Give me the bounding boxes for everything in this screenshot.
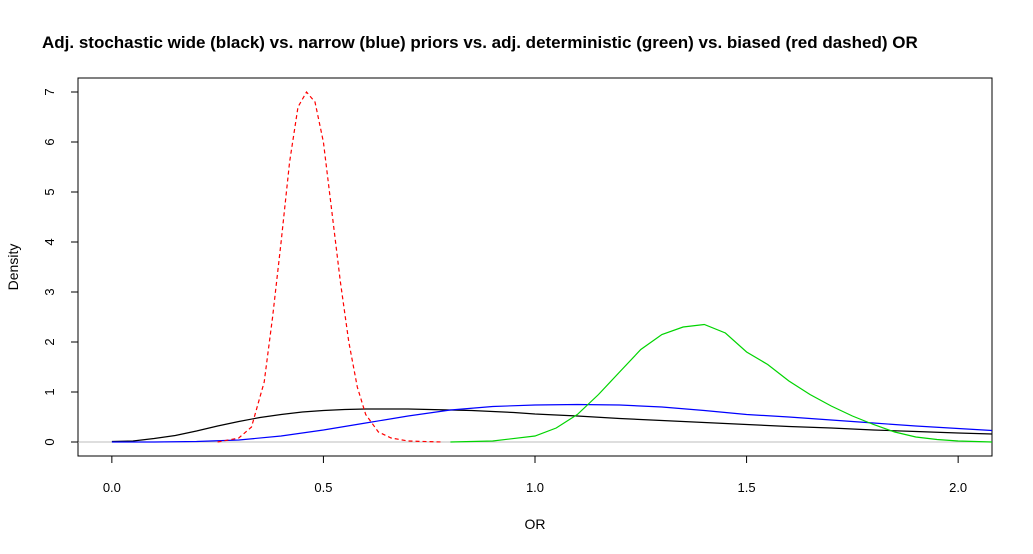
x-axis: 0.0 0.5 1.0 1.5 2.0 [103,455,967,495]
series-line-0 [111,408,993,443]
series-line-3 [217,90,442,443]
chart-title: Adj. stochastic wide (black) vs. narrow … [42,33,918,52]
plot-frame [77,77,993,457]
y-tick-label: 4 [42,238,57,245]
x-tick-label: 0.5 [314,480,332,495]
series-layer [111,90,993,443]
y-tick-label: 0 [42,438,57,445]
y-tick-label: 7 [42,88,57,95]
y-tick-label: 3 [42,288,57,295]
x-tick-label: 1.5 [738,480,756,495]
plot-area [77,77,993,457]
y-axis-label: Density [5,244,21,291]
y-tick-label: 2 [42,338,57,345]
x-tick-label: 0.0 [103,480,121,495]
series-line-1 [111,403,993,443]
y-tick-label: 5 [42,188,57,195]
y-tick-label: 1 [42,388,57,395]
y-tick-label: 6 [42,138,57,145]
series-line-2 [450,323,993,443]
x-tick-label: 2.0 [949,480,967,495]
y-axis: 0 1 2 3 4 5 6 7 [42,88,79,446]
x-tick-label: 1.0 [526,480,544,495]
x-axis-label: OR [525,516,546,532]
